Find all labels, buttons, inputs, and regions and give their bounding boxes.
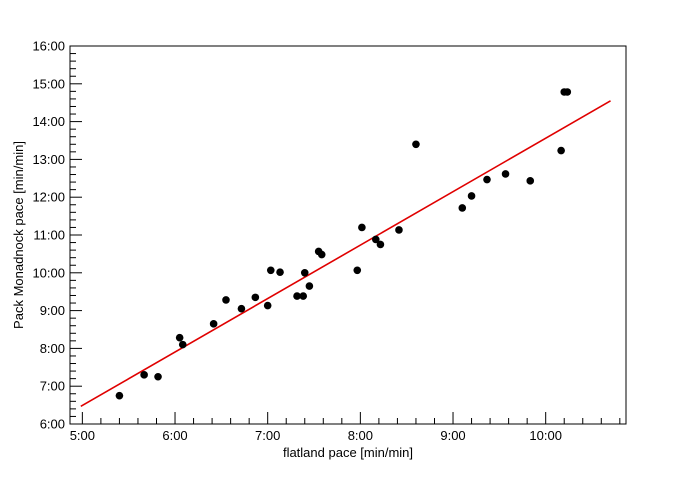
data-point [115,391,124,400]
fit-line-layer [80,100,611,408]
x-tick-label: 6:00 [162,428,187,443]
data-point [222,296,230,304]
data-point [563,88,572,96]
x-axis: 5:00 6:00 7:00 8:00 9:00 10:00 [70,412,621,443]
data-point [372,235,380,244]
data-point [358,223,366,232]
data-point [140,371,148,379]
data-point [263,301,272,310]
data-point [317,250,326,259]
data-point [300,269,309,277]
data-point [526,177,535,185]
data-point [467,192,476,200]
data-point [237,304,246,313]
data-point [178,340,187,349]
y-tick-label: 15:00 [32,76,65,91]
data-point [501,170,510,178]
data-point [276,268,284,276]
points-layer [115,88,572,400]
data-point [557,146,565,155]
x-tick-label: 8:00 [348,428,373,443]
data-point [293,292,301,300]
y-tick-label: 9:00 [40,303,65,318]
data-point [175,333,184,342]
y-tick-label: 7:00 [40,379,65,394]
data-point [299,292,308,300]
y-tick-label: 11:00 [33,228,65,243]
data-point [266,266,275,275]
data-point [395,226,403,234]
x-tick-label: 9:00 [440,428,465,443]
x-tick-label: 7:00 [255,428,280,443]
data-point [251,293,260,302]
data-point [483,175,491,184]
data-point [412,140,420,149]
data-point [209,320,218,328]
y-tick-label: 16:00 [32,39,65,54]
data-point [353,266,362,275]
y-tick-label: 8:00 [40,341,65,356]
y-tick-label: 14:00 [32,114,65,129]
y-tick-label: 13:00 [32,152,65,167]
y-tick-label: 12:00 [32,190,65,205]
y-tick-label: 10:00 [32,265,65,280]
x-tick-label: 10:00 [529,428,562,443]
y-axis: 6:00 7:00 8:00 9:00 10:00 11:00 12:00 13:00 14:0… [32,39,82,432]
y-tick-label: 6:00 [40,417,65,432]
y-axis-title: Pack Monadnock pace [min/min] [11,141,26,329]
x-axis-title: flatland pace [min/min] [283,445,413,460]
fit-line [80,100,611,408]
data-point [154,372,162,381]
data-point [376,240,385,249]
data-point [305,282,314,290]
data-point [458,204,467,212]
x-tick-label: 5:00 [70,428,95,443]
